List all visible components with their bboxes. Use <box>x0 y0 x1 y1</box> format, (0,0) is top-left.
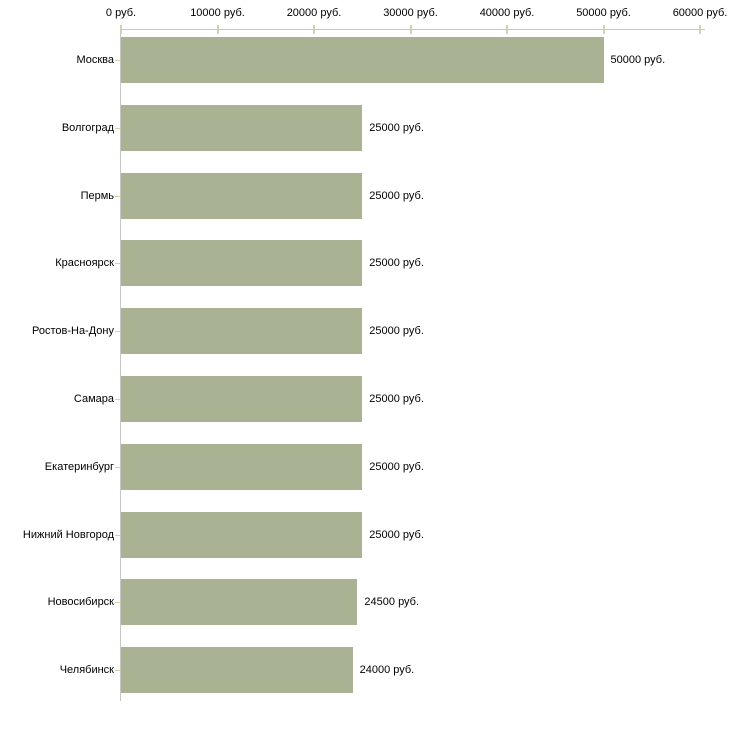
bar <box>121 443 363 490</box>
category-label: Нижний Новгород <box>22 528 114 541</box>
value-label: 25000 руб. <box>369 121 424 134</box>
x-axis-tick-label: 0 руб. <box>105 7 137 19</box>
value-label: 25000 руб. <box>369 325 424 338</box>
value-label: 25000 руб. <box>369 189 424 202</box>
value-label: 25000 руб. <box>369 393 424 405</box>
category-label: Ростов-На-Дону <box>31 325 114 338</box>
bar <box>121 511 363 558</box>
x-axis-tick-mark <box>602 25 605 34</box>
value-label: 24500 руб. <box>364 596 420 609</box>
category-tick-mark <box>115 602 121 604</box>
category-label: Новосибирск <box>47 596 114 609</box>
bar <box>121 172 363 219</box>
bar <box>121 647 353 694</box>
category-label: Москва <box>76 54 114 66</box>
value-label: 25000 руб. <box>369 528 424 541</box>
category-tick-mark <box>115 399 121 400</box>
bar <box>121 104 363 151</box>
bar <box>121 376 363 422</box>
category-label: Пермь <box>80 189 114 202</box>
x-axis-tick-label: 60000 руб. <box>672 7 728 19</box>
category-label: Самара <box>73 393 114 405</box>
x-axis-tick-mark <box>699 25 701 34</box>
category-tick-mark <box>115 670 121 672</box>
x-axis-tick-label: 20000 руб. <box>286 7 342 19</box>
category-label: Волгоград <box>61 121 114 134</box>
category-label: Челябинск <box>59 664 114 677</box>
bar <box>121 37 604 83</box>
category-label: Екатеринбург <box>44 460 114 473</box>
category-tick-mark <box>115 195 121 197</box>
y-axis-line <box>120 29 121 701</box>
bar <box>121 579 358 626</box>
bar <box>121 240 363 287</box>
category-tick-mark <box>115 331 121 333</box>
x-axis-tick-label: 40000 руб. <box>479 7 535 19</box>
value-label: 24000 руб. <box>359 664 415 677</box>
x-axis-line <box>121 29 705 30</box>
bar <box>121 308 363 355</box>
x-axis-tick-mark <box>409 25 412 34</box>
category-label: Красноярск <box>55 257 114 270</box>
x-axis-tick-mark <box>506 25 508 34</box>
category-tick-mark <box>115 263 121 265</box>
x-axis-tick-mark <box>216 25 219 34</box>
category-tick-mark <box>115 60 121 61</box>
category-tick-mark <box>115 127 121 129</box>
category-tick-mark <box>115 466 121 468</box>
x-axis-tick-label: 50000 руб. <box>576 7 631 19</box>
value-label: 25000 руб. <box>369 460 424 473</box>
x-axis-tick-mark <box>313 25 315 34</box>
x-axis-tick-label: 30000 руб. <box>383 7 438 19</box>
value-label: 50000 руб. <box>610 54 666 66</box>
x-axis-tick-mark <box>120 25 122 34</box>
category-tick-mark <box>115 534 121 536</box>
value-label: 25000 руб. <box>369 257 424 270</box>
x-axis-tick-label: 10000 руб. <box>190 7 245 19</box>
